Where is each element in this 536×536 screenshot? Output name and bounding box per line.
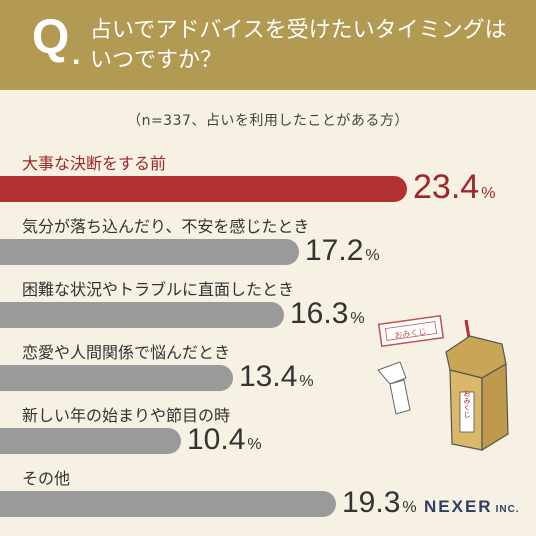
bar <box>0 239 299 265</box>
nexer-logo: NEXER INC. <box>424 497 520 517</box>
value-number: 16.3 <box>290 297 349 330</box>
value-unit: % <box>350 310 365 327</box>
value-number: 10.4 <box>187 423 246 456</box>
value-label: 23.4% <box>413 168 495 207</box>
q-dot: . <box>72 38 81 71</box>
value-number: 19.3 <box>342 486 401 519</box>
value-unit: % <box>247 436 262 453</box>
value-unit: % <box>402 499 417 516</box>
question-text: 占いでアドバイスを受けたいタイミングはいつですか？ <box>90 18 507 73</box>
category-label: その他 <box>22 469 71 488</box>
omikuji-illustration: おみくじ おみくじ <box>377 314 509 452</box>
value-label: 17.2% <box>305 234 380 268</box>
value-unit: % <box>365 247 380 264</box>
sample-size-note: （n=337、占いを利用したことがある方） <box>127 113 409 129</box>
omikuji-paper-icon: おみくじ <box>377 314 445 348</box>
logo-name: NEXER <box>424 497 493 516</box>
bar <box>0 491 336 517</box>
value-number: 13.4 <box>239 360 298 393</box>
folded-slip-icon <box>377 361 411 415</box>
value-unit: % <box>481 185 496 202</box>
q-mark: Q <box>32 11 70 64</box>
question-header: Q . 占いでアドバイスを受けたいタイミングはいつですか？ <box>0 0 536 90</box>
omikuji-box-icon: おみくじ <box>445 319 509 452</box>
category-label: 困難な状況やトラブルに直面したとき <box>22 280 295 299</box>
value-label: 13.4% <box>239 360 314 394</box>
omikuji-paper-label: おみくじ <box>394 327 427 340</box>
logo-suffix: INC. <box>495 504 520 515</box>
bar <box>0 365 233 391</box>
category-label: 新しい年の始まりや節目の時 <box>22 406 231 425</box>
value-number: 23.4 <box>413 168 480 206</box>
value-number: 17.2 <box>305 234 364 267</box>
value-label: 10.4% <box>187 423 262 457</box>
value-label: 19.3% <box>342 486 417 520</box>
omikuji-box-label: おみくじ <box>463 390 471 418</box>
category-label: 気分が落ち込んだり、不安を感じたとき <box>22 217 310 236</box>
bar <box>0 302 284 328</box>
category-label: 恋愛や人間関係で悩んだとき <box>22 343 231 362</box>
bar <box>0 428 181 454</box>
value-unit: % <box>299 373 314 390</box>
category-label: 大事な決断をする前 <box>22 154 167 173</box>
value-label: 16.3% <box>290 297 365 331</box>
bar <box>0 176 407 202</box>
